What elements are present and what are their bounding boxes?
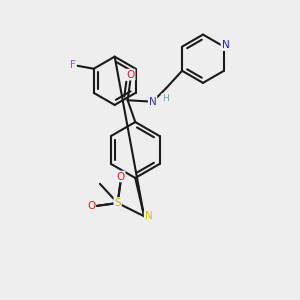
Text: S: S <box>114 198 121 208</box>
Text: O: O <box>87 201 95 211</box>
Text: N: N <box>145 211 152 221</box>
Text: F: F <box>70 60 76 70</box>
Text: O: O <box>116 172 125 182</box>
Text: N: N <box>221 40 229 50</box>
Text: N: N <box>149 97 157 107</box>
Text: O: O <box>126 70 135 80</box>
Text: H: H <box>162 94 168 103</box>
